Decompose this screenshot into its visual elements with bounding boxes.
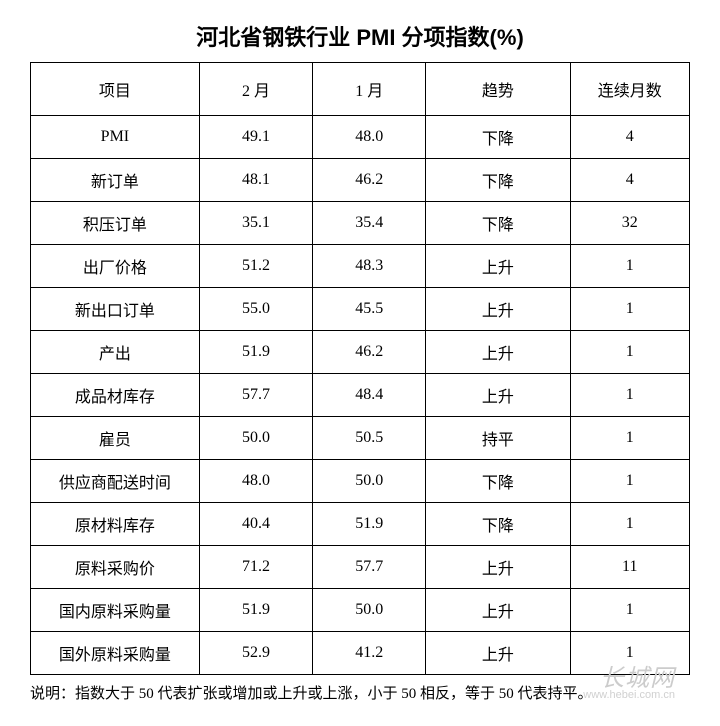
- table-cell: 国外原料采购量: [31, 632, 200, 675]
- table-cell: 产出: [31, 331, 200, 374]
- table-row: 积压订单35.135.4下降32: [31, 202, 690, 245]
- table-cell: 1: [570, 417, 690, 460]
- watermark: 长城网 www.hebei.com.cn: [583, 658, 675, 701]
- table-cell: 50.0: [313, 460, 426, 503]
- table-cell: 1: [570, 245, 690, 288]
- table-cell: 下降: [426, 460, 570, 503]
- table-cell: 48.3: [313, 245, 426, 288]
- table-row: 出厂价格51.248.3上升1: [31, 245, 690, 288]
- table-cell: 下降: [426, 116, 570, 159]
- table-cell: 1: [570, 589, 690, 632]
- table-cell: 下降: [426, 159, 570, 202]
- table-cell: 上升: [426, 632, 570, 675]
- table-cell: 35.1: [199, 202, 312, 245]
- col-header-feb: 2 月: [199, 63, 312, 116]
- table-cell: 国内原料采购量: [31, 589, 200, 632]
- table-cell: 持平: [426, 417, 570, 460]
- table-cell: 出厂价格: [31, 245, 200, 288]
- table-row: 新出口订单55.045.5上升1: [31, 288, 690, 331]
- table-cell: 1: [570, 374, 690, 417]
- table-cell: 1: [570, 503, 690, 546]
- table-header-row: 项目 2 月 1 月 趋势 连续月数: [31, 63, 690, 116]
- table-cell: PMI: [31, 116, 200, 159]
- col-header-item: 项目: [31, 63, 200, 116]
- table-cell: 51.9: [313, 503, 426, 546]
- table-cell: 上升: [426, 546, 570, 589]
- table-cell: 新出口订单: [31, 288, 200, 331]
- table-cell: 供应商配送时间: [31, 460, 200, 503]
- table-cell: 1: [570, 331, 690, 374]
- table-row: 国内原料采购量51.950.0上升1: [31, 589, 690, 632]
- pmi-table: 项目 2 月 1 月 趋势 连续月数 PMI49.148.0下降4新订单48.1…: [30, 62, 690, 675]
- table-row: PMI49.148.0下降4: [31, 116, 690, 159]
- table-cell: 原料采购价: [31, 546, 200, 589]
- table-cell: 48.0: [199, 460, 312, 503]
- table-cell: 11: [570, 546, 690, 589]
- col-header-jan: 1 月: [313, 63, 426, 116]
- table-cell: 46.2: [313, 331, 426, 374]
- table-cell: 50.0: [313, 589, 426, 632]
- table-cell: 上升: [426, 374, 570, 417]
- watermark-text: 长城网: [583, 658, 675, 693]
- table-cell: 积压订单: [31, 202, 200, 245]
- table-cell: 下降: [426, 202, 570, 245]
- col-header-months: 连续月数: [570, 63, 690, 116]
- table-row: 新订单48.146.2下降4: [31, 159, 690, 202]
- table-cell: 49.1: [199, 116, 312, 159]
- table-row: 雇员50.050.5持平1: [31, 417, 690, 460]
- table-cell: 原材料库存: [31, 503, 200, 546]
- table-cell: 50.0: [199, 417, 312, 460]
- table-cell: 48.4: [313, 374, 426, 417]
- table-cell: 成品材库存: [31, 374, 200, 417]
- table-cell: 45.5: [313, 288, 426, 331]
- table-cell: 1: [570, 288, 690, 331]
- table-cell: 51.9: [199, 589, 312, 632]
- table-cell: 上升: [426, 288, 570, 331]
- table-cell: 57.7: [313, 546, 426, 589]
- table-cell: 下降: [426, 503, 570, 546]
- table-row: 产出51.946.2上升1: [31, 331, 690, 374]
- table-cell: 57.7: [199, 374, 312, 417]
- table-cell: 55.0: [199, 288, 312, 331]
- table-cell: 51.9: [199, 331, 312, 374]
- table-cell: 48.0: [313, 116, 426, 159]
- table-cell: 上升: [426, 245, 570, 288]
- table-cell: 4: [570, 116, 690, 159]
- table-row: 供应商配送时间48.050.0下降1: [31, 460, 690, 503]
- table-cell: 41.2: [313, 632, 426, 675]
- table-cell: 40.4: [199, 503, 312, 546]
- table-cell: 50.5: [313, 417, 426, 460]
- table-cell: 52.9: [199, 632, 312, 675]
- table-cell: 上升: [426, 331, 570, 374]
- table-row: 原材料库存40.451.9下降1: [31, 503, 690, 546]
- table-cell: 1: [570, 460, 690, 503]
- table-cell: 71.2: [199, 546, 312, 589]
- col-header-trend: 趋势: [426, 63, 570, 116]
- table-cell: 32: [570, 202, 690, 245]
- table-cell: 48.1: [199, 159, 312, 202]
- table-cell: 35.4: [313, 202, 426, 245]
- table-cell: 新订单: [31, 159, 200, 202]
- table-row: 原料采购价71.257.7上升11: [31, 546, 690, 589]
- table-cell: 46.2: [313, 159, 426, 202]
- table-row: 成品材库存57.748.4上升1: [31, 374, 690, 417]
- watermark-url: www.hebei.com.cn: [583, 689, 675, 701]
- table-cell: 51.2: [199, 245, 312, 288]
- table-cell: 雇员: [31, 417, 200, 460]
- table-title: 河北省钢铁行业 PMI 分项指数(%): [30, 20, 690, 52]
- table-cell: 4: [570, 159, 690, 202]
- table-cell: 上升: [426, 589, 570, 632]
